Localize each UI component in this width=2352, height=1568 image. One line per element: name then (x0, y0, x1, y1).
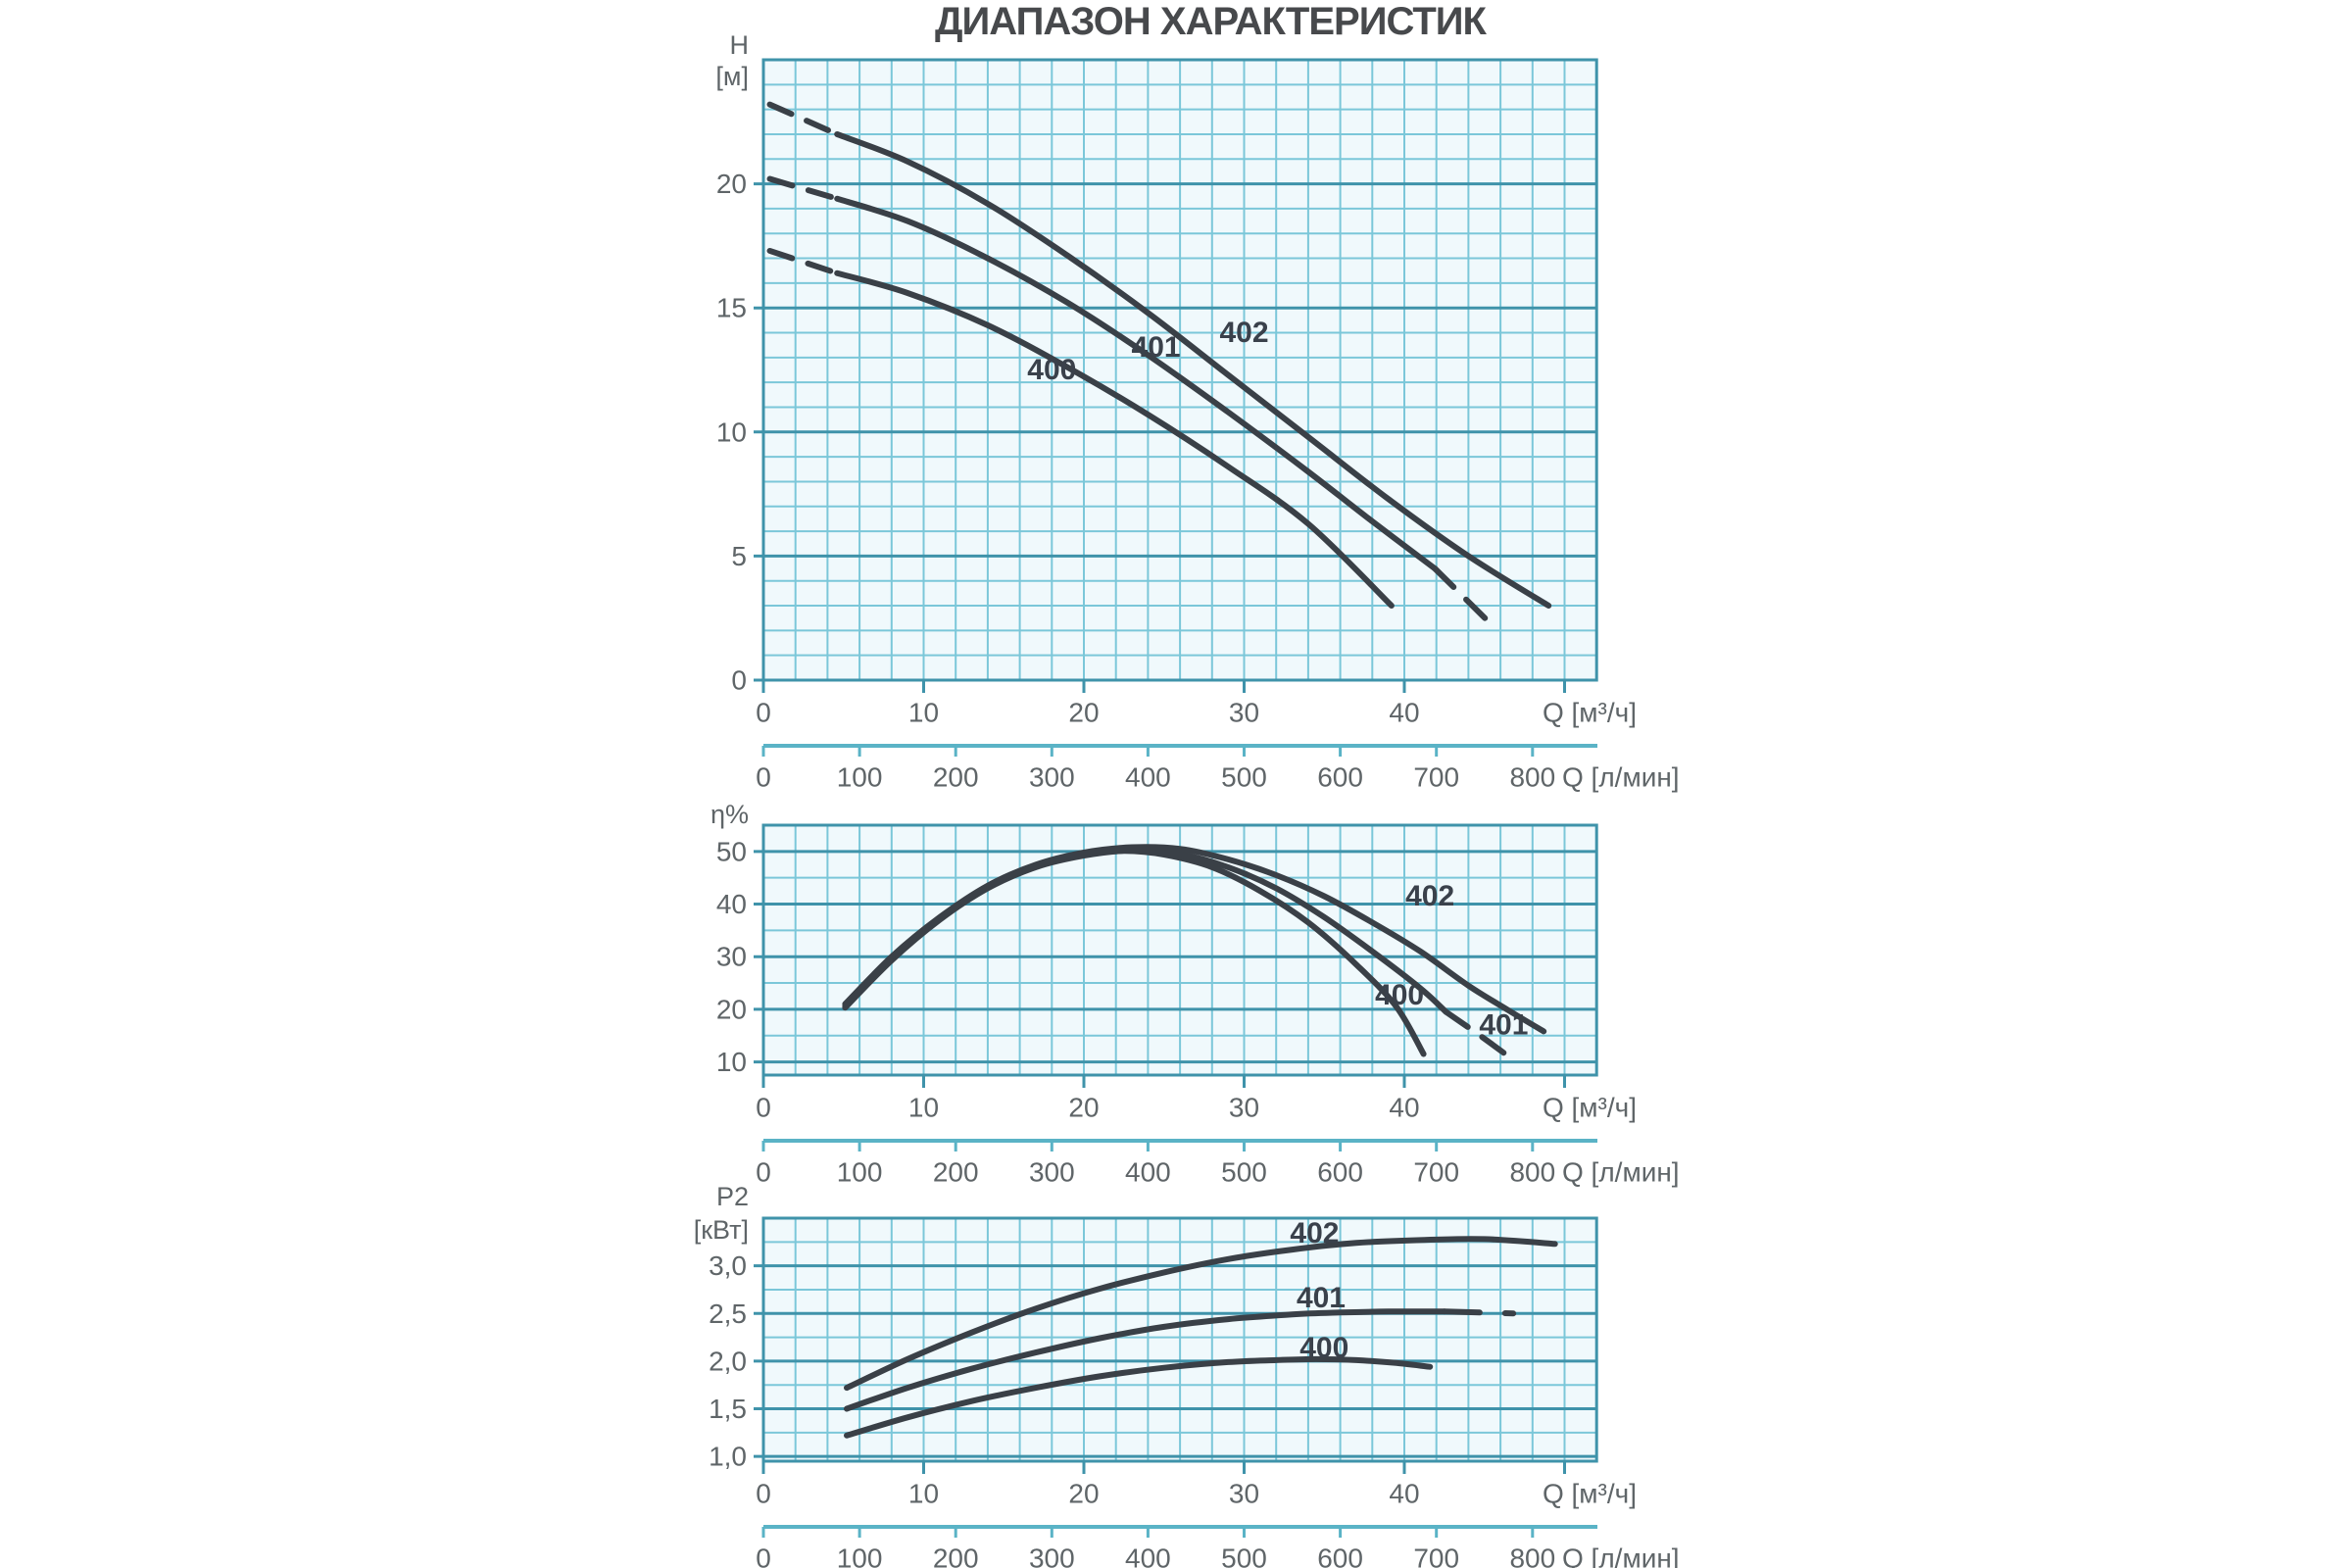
x-axis-label: Q [м³/ч] (1543, 1093, 1637, 1123)
flow-tick-label: 0 (756, 762, 771, 793)
x-tick-label: 0 (756, 1479, 771, 1509)
y-tick-label: 30 (716, 942, 747, 972)
y-tick-label: 10 (716, 1047, 747, 1077)
curve-label-401: 401 (1297, 1282, 1346, 1314)
flow-axis-label: Q [л/мин] (1562, 1157, 1680, 1188)
y-tick-label: 20 (716, 994, 747, 1024)
flow-tick-label: 400 (1125, 1544, 1171, 1568)
curve-label-402: 402 (1219, 317, 1268, 349)
y-tick-label: 15 (716, 293, 747, 323)
curve-label-402: 402 (1290, 1217, 1339, 1250)
y-tick-label: 5 (731, 541, 747, 571)
flow-tick-label: 600 (1317, 1544, 1363, 1568)
flow-tick-label: 500 (1221, 1544, 1267, 1568)
flow-tick-label: 300 (1029, 1157, 1075, 1188)
curve-401 (844, 1308, 1517, 1412)
curve-402 (766, 101, 1552, 609)
plot-border (761, 1216, 1598, 1463)
plot-border (761, 58, 1598, 682)
flow-tick-label: 400 (1125, 1157, 1171, 1188)
y-tick-label: 1,5 (709, 1394, 747, 1424)
x-tick-label: 0 (756, 698, 771, 728)
grid-major (754, 850, 1597, 1088)
x-tick-label: 40 (1389, 1093, 1419, 1123)
x-tick-label: 20 (1068, 1479, 1099, 1509)
x-tick-label: 10 (908, 1479, 939, 1509)
flow-tick-label: 0 (756, 1157, 771, 1188)
y-axis-name: H (730, 30, 750, 60)
y-axis-name: P2 (716, 1182, 749, 1211)
flow-ruler: 0 100 200 300 400 500 600 700 800 Q [л/мин] (756, 1139, 1680, 1188)
flow-tick-label: 300 (1029, 762, 1075, 793)
flow-tick-label: 400 (1125, 762, 1171, 793)
x-tick-label: 30 (1229, 698, 1259, 728)
grid-minor (763, 825, 1597, 1075)
y-axis-unit: [кВт] (694, 1215, 749, 1245)
flow-tick-label: 0 (756, 1544, 771, 1568)
chart-power: 1,0 1,5 2,0 2,5 3,0 P2 [кВт] 0 10 20 30 40 Q [м³/ч] 0… (694, 1182, 1680, 1568)
y-tick-label: 1,0 (709, 1442, 747, 1472)
x-tick-label: 40 (1389, 698, 1419, 728)
flow-tick-label: 700 (1413, 762, 1459, 793)
flow-tick-label: 200 (933, 762, 979, 793)
flow-ruler: 0 100 200 300 400 500 600 700 800 Q [л/мин] (756, 1525, 1680, 1568)
curve-402 (844, 1236, 1558, 1392)
flow-tick-label: 500 (1221, 1157, 1267, 1188)
x-tick-label: 40 (1389, 1479, 1419, 1509)
chart-head: 0 5 10 15 20 H[м] 0 10 20 30 40 Q [м³/ч] 0 100 200 300 4… (715, 30, 1679, 793)
flow-ruler: 0 100 200 300 400 500 600 700 800 Q [л/мин] (756, 744, 1680, 793)
flow-tick-label: 800 (1509, 762, 1555, 793)
x-tick-label: 0 (756, 1093, 771, 1123)
x-tick-label: 10 (908, 698, 939, 728)
x-tick-label: 10 (908, 1093, 939, 1123)
curve-label-402: 402 (1405, 880, 1454, 912)
flow-tick-label: 700 (1413, 1544, 1459, 1568)
y-tick-label: 2,0 (709, 1346, 747, 1376)
flow-tick-label: 500 (1221, 762, 1267, 793)
x-axis-label: Q [м³/ч] (1543, 698, 1637, 728)
x-tick-label: 20 (1068, 1093, 1099, 1123)
flow-tick-label: 700 (1413, 1157, 1459, 1188)
x-axis-label: Q [м³/ч] (1543, 1479, 1637, 1509)
x-tick-label: 30 (1229, 1479, 1259, 1509)
flow-axis-label: Q [л/мин] (1562, 1544, 1680, 1568)
curve-401 (766, 175, 1495, 629)
flow-tick-label: 100 (837, 1544, 883, 1568)
flow-tick-label: 100 (837, 1157, 883, 1188)
curve-label-400: 400 (1027, 354, 1076, 386)
flow-tick-label: 100 (837, 762, 883, 793)
y-tick-label: 50 (716, 836, 747, 866)
x-tick-label: 20 (1068, 698, 1099, 728)
page-title: ДИАПАЗОН ХАРАКТЕРИСТИК (935, 0, 1487, 43)
y-tick-label: 40 (716, 889, 747, 919)
curve-402 (842, 844, 1547, 1035)
flow-tick-label: 200 (933, 1544, 979, 1568)
curve-label-400: 400 (1299, 1332, 1348, 1364)
chart-efficiency: 10 20 30 40 50 η% 0 10 20 30 40 Q [м³/ч] 0 100 200 300 4… (710, 800, 1680, 1188)
flow-tick-label: 200 (933, 1157, 979, 1188)
x-tick-label: 30 (1229, 1093, 1259, 1123)
flow-axis-label: Q [л/мин] (1562, 762, 1680, 793)
flow-tick-label: 600 (1317, 1157, 1363, 1188)
y-tick-label: 3,0 (709, 1250, 747, 1281)
plot-border (761, 823, 1598, 1077)
y-axis-unit: [м] (715, 62, 749, 91)
flow-tick-label: 800 (1509, 1157, 1555, 1188)
flow-tick-label: 600 (1317, 762, 1363, 793)
curve-label-401: 401 (1132, 331, 1181, 364)
y-tick-label: 2,5 (709, 1298, 747, 1329)
y-tick-label: 10 (716, 416, 747, 447)
flow-tick-label: 300 (1029, 1544, 1075, 1568)
flow-tick-label: 800 (1509, 1544, 1555, 1568)
y-axis-name: η% (710, 800, 749, 829)
y-tick-label: 20 (716, 169, 747, 199)
grid-major (754, 1264, 1597, 1474)
y-tick-label: 0 (731, 665, 747, 696)
curve-400 (844, 1355, 1434, 1439)
curve-label-401: 401 (1479, 1009, 1528, 1042)
curve-400 (766, 247, 1395, 609)
grid-minor (763, 60, 1597, 680)
